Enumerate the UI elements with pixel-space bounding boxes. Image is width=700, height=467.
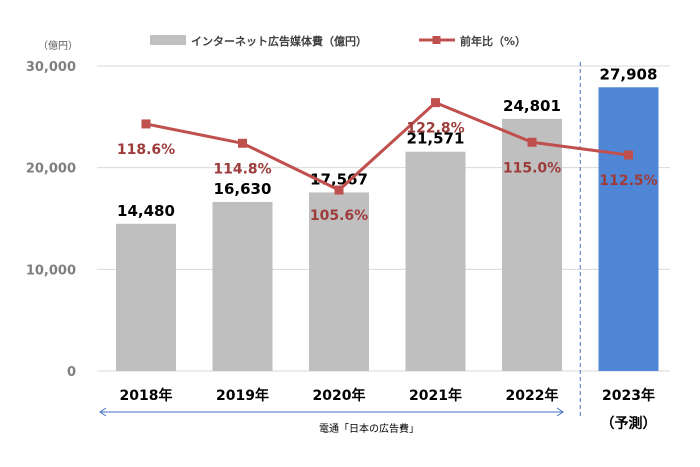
y-tick-label: 10,000 <box>26 263 76 278</box>
x-category-label: 2023年 <box>602 387 655 404</box>
ratio-marker <box>141 119 151 129</box>
ratio-marker <box>238 138 247 148</box>
ratio-line <box>145 100 629 192</box>
bar-value-label: 16,630 <box>214 180 272 198</box>
x-category-label: 2018年 <box>120 387 173 404</box>
forecast-note: （予測） <box>601 415 657 432</box>
ratio-value-label: 122.8% <box>406 121 464 137</box>
ratio-value-label: 114.8% <box>213 161 271 177</box>
legend-bar-swatch <box>150 35 186 45</box>
bar-value-label: 24,801 <box>503 97 561 115</box>
bar-value-label: 27,908 <box>600 65 658 83</box>
bar-value-label: 14,480 <box>117 202 175 220</box>
ratio-marker <box>431 98 440 108</box>
x-category-label: 2021年 <box>409 387 462 404</box>
ratio-value-label: 112.5% <box>599 173 657 189</box>
source-note: 電通「日本の広告費」 <box>319 422 419 435</box>
ratio-value-label: 115.0% <box>503 160 561 176</box>
bar <box>405 151 466 371</box>
ratio-marker <box>527 137 537 147</box>
bar <box>309 192 369 371</box>
x-category-label: 2022年 <box>506 387 559 404</box>
y-unit-label: （億円） <box>38 39 78 52</box>
y-tick-label: 20,000 <box>26 162 76 177</box>
x-category-label: 2020年 <box>313 387 366 404</box>
x-category-label: 2019年 <box>216 387 269 404</box>
bar <box>598 87 659 371</box>
legend-line-label: 前年比（%） <box>460 34 526 48</box>
bar <box>212 201 273 371</box>
ratio-marker <box>624 150 633 160</box>
ratio-value-label: 105.6% <box>310 208 368 224</box>
ratio-marker <box>334 185 344 195</box>
bar <box>116 223 176 371</box>
arrowhead-right <box>556 407 564 417</box>
legend-bar-label: インターネット広告媒体費（億円） <box>191 34 367 48</box>
bar <box>502 118 562 371</box>
y-tick-label: 30,000 <box>26 60 76 75</box>
y-tick-label: 0 <box>67 365 76 380</box>
legend-line-marker <box>432 36 441 44</box>
bar-value-label: 21,571 <box>407 130 465 148</box>
arrowhead-left <box>99 407 107 417</box>
ratio-value-label: 118.6% <box>117 142 175 158</box>
